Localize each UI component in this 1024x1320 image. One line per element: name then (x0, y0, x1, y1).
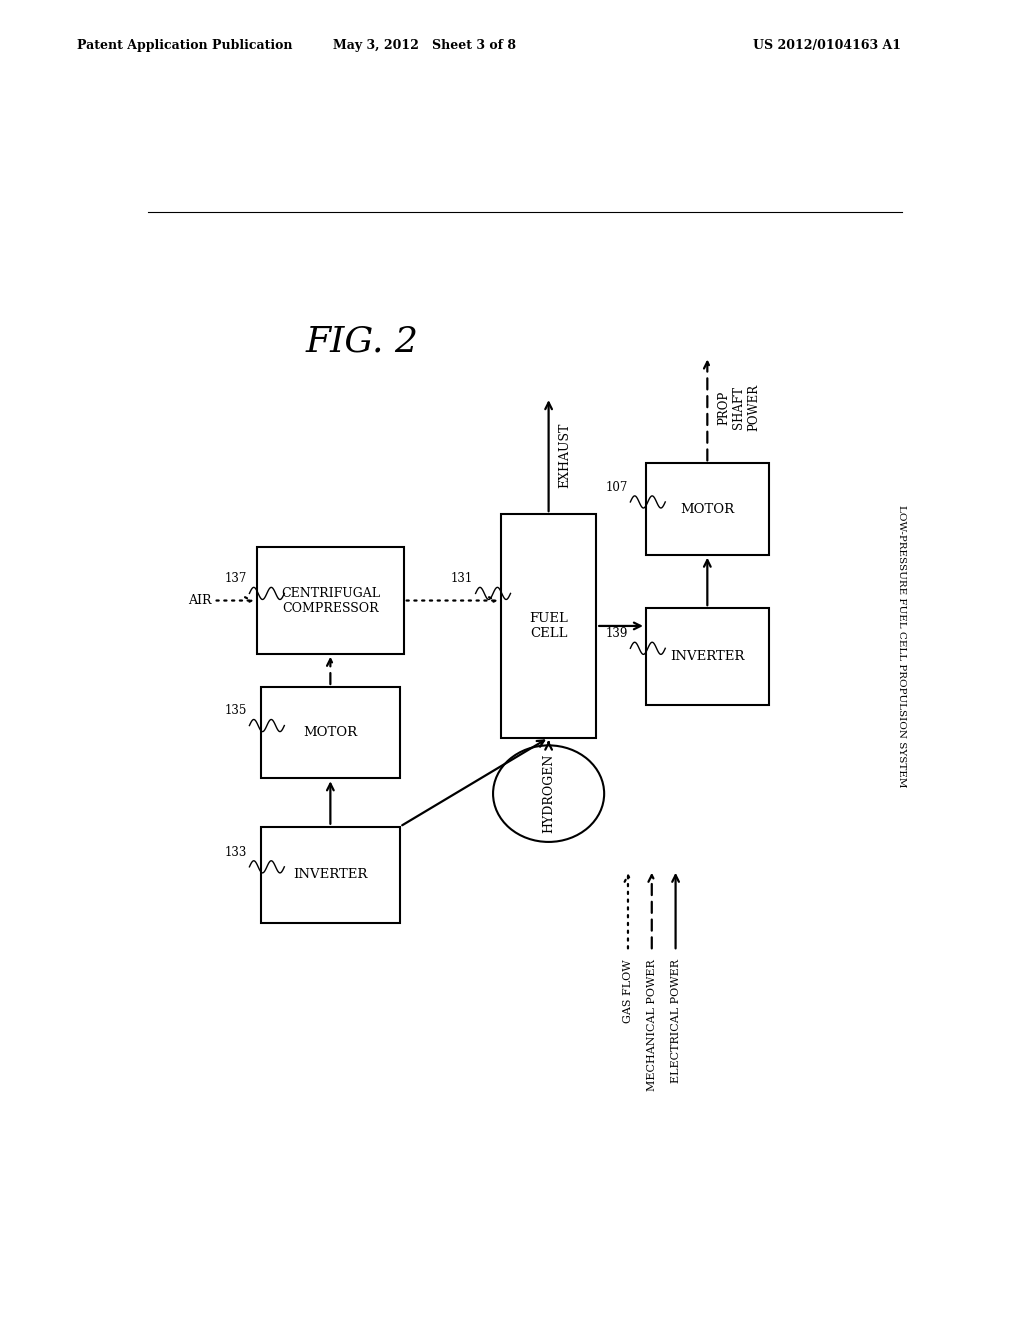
Text: FIG. 2: FIG. 2 (305, 325, 419, 358)
Bar (646, 609, 769, 705)
Bar (646, 463, 769, 554)
Text: HYDROGEN: HYDROGEN (542, 754, 555, 833)
Text: EXHAUST: EXHAUST (558, 422, 571, 488)
Text: US 2012/0104163 A1: US 2012/0104163 A1 (753, 38, 901, 51)
Ellipse shape (494, 746, 604, 842)
Text: GAS FLOW: GAS FLOW (623, 960, 633, 1023)
Text: 139: 139 (605, 627, 628, 640)
Text: LOW-PRESSURE FUEL CELL PROPULSION SYSTEM: LOW-PRESSURE FUEL CELL PROPULSION SYSTEM (897, 506, 906, 788)
Text: PROP
SHAFT
POWER: PROP SHAFT POWER (717, 384, 760, 432)
Text: Patent Application Publication: Patent Application Publication (77, 38, 292, 51)
Text: INVERTER: INVERTER (670, 649, 744, 663)
Text: 133: 133 (224, 846, 247, 859)
Text: May 3, 2012   Sheet 3 of 8: May 3, 2012 Sheet 3 of 8 (334, 38, 516, 51)
Text: ELECTRICAL POWER: ELECTRICAL POWER (671, 960, 681, 1084)
Bar (261, 826, 399, 923)
Bar (501, 515, 596, 738)
Text: INVERTER: INVERTER (293, 869, 368, 882)
Text: 137: 137 (224, 573, 247, 585)
Text: 135: 135 (224, 705, 247, 718)
Text: MOTOR: MOTOR (303, 726, 357, 739)
Text: MECHANICAL POWER: MECHANICAL POWER (647, 960, 656, 1092)
Bar (261, 686, 399, 779)
Text: 107: 107 (605, 480, 628, 494)
Text: FUEL
CELL: FUEL CELL (529, 612, 568, 640)
Text: MOTOR: MOTOR (680, 503, 734, 516)
Text: 131: 131 (451, 573, 473, 585)
Text: AIR: AIR (187, 594, 211, 607)
Bar (257, 548, 403, 653)
Text: CENTRIFUGAL
COMPRESSOR: CENTRIFUGAL COMPRESSOR (281, 586, 380, 615)
